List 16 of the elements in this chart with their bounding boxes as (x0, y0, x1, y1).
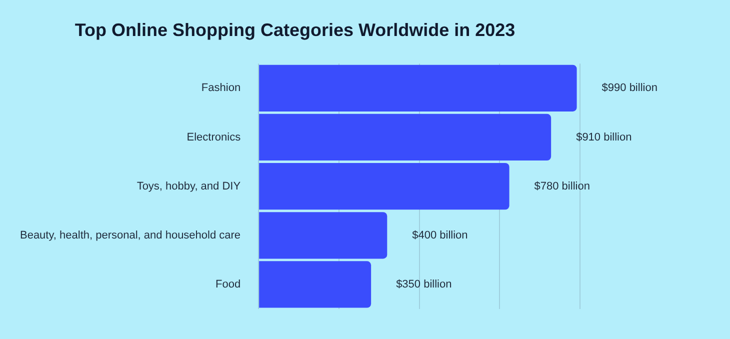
bar (259, 64, 577, 112)
y-tick-label: Electronics (186, 131, 242, 144)
bar (259, 114, 552, 161)
chart-title: Top Online Shopping Categories Worldwide in 2023 (74, 20, 516, 40)
data-label: $910 billion (576, 131, 632, 144)
data-label: $780 billion (534, 180, 590, 192)
y-tick-label: Fashion (201, 82, 241, 94)
data-label: $990 billion (602, 82, 658, 94)
bar (259, 261, 372, 308)
y-tick-label: Beauty, health, personal, and household care (20, 229, 241, 242)
y-tick-label: Toys, hobby, and DIY (136, 180, 242, 192)
data-label: $350 billion (396, 278, 452, 290)
y-tick-label: Food (215, 278, 241, 290)
bar (259, 212, 388, 259)
bar (259, 162, 510, 210)
data-label: $400 billion (412, 229, 468, 242)
